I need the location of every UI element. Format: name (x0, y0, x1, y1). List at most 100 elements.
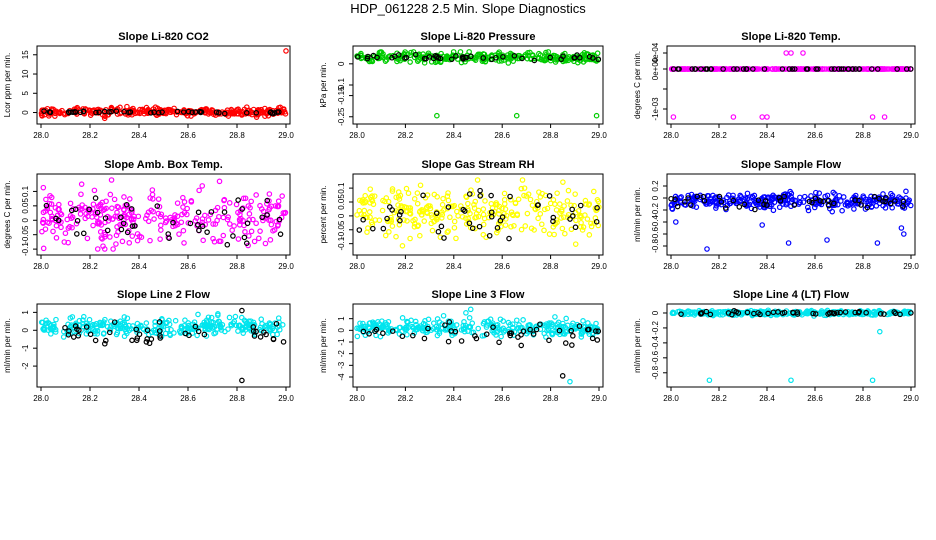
data-point (776, 194, 783, 201)
data-point (815, 66, 821, 72)
data-point (386, 204, 393, 210)
data-point (262, 240, 269, 247)
data-point (507, 330, 513, 337)
data-point (852, 66, 859, 72)
data-point (45, 327, 51, 333)
data-point (152, 322, 158, 329)
data-point (471, 56, 478, 62)
data-point (94, 209, 101, 216)
data-point (804, 204, 811, 211)
data-point (481, 319, 488, 325)
data-point (882, 198, 888, 205)
data-point (553, 207, 560, 213)
data-point (459, 54, 466, 60)
data-point (595, 328, 602, 334)
data-point (830, 200, 837, 207)
data-point (196, 227, 202, 234)
data-point (385, 54, 392, 60)
data-point (816, 190, 823, 196)
data-point (74, 217, 81, 224)
data-point (52, 113, 58, 119)
data-point (405, 190, 412, 197)
data-point (235, 209, 241, 216)
chart-title: Slope Line 4 (LT) Flow (733, 289, 849, 301)
data-point (593, 112, 600, 119)
data-point (546, 231, 553, 237)
data-point (445, 338, 452, 345)
data-point (253, 109, 260, 116)
data-point (407, 52, 414, 59)
data-point (124, 103, 130, 110)
y-tick-label: -0.25 (337, 107, 346, 126)
data-point (519, 177, 526, 183)
data-point (824, 237, 830, 243)
data-point (502, 206, 509, 212)
data-point (266, 206, 272, 213)
data-point (685, 195, 691, 201)
data-point (498, 333, 504, 340)
data-point (500, 329, 507, 335)
data-point (561, 203, 567, 209)
data-point (354, 333, 361, 340)
data-point (232, 313, 239, 320)
y-tick-label: 0e+00 (651, 57, 660, 80)
y-tick-label: 0.1 (337, 182, 346, 194)
data-point (458, 203, 464, 209)
data-point (221, 197, 227, 204)
data-point (588, 220, 594, 227)
y-tick-label: 0 (651, 310, 660, 315)
data-point (441, 235, 447, 241)
x-tick-label: 28.4 (446, 262, 462, 271)
data-point (445, 197, 452, 204)
data-point (439, 211, 446, 218)
data-point (61, 239, 68, 245)
data-point (164, 319, 170, 326)
data-point (113, 108, 120, 114)
data-point (701, 197, 708, 204)
data-point (267, 217, 274, 223)
data-point (567, 378, 573, 385)
data-point (675, 66, 681, 72)
data-point (66, 109, 72, 116)
y-tick-label: 0.05 (337, 194, 346, 210)
data-point (868, 66, 875, 72)
data-point (80, 313, 87, 320)
data-point (379, 53, 386, 59)
data-point (582, 197, 589, 204)
data-point (204, 229, 210, 235)
data-point (825, 202, 832, 209)
data-point (467, 210, 473, 217)
data-point (677, 195, 683, 201)
y-axis-label: ml/min per min. (633, 318, 642, 373)
data-point (68, 207, 75, 214)
data-point (82, 215, 89, 222)
chart-title: Slope Line 2 Flow (117, 289, 210, 301)
data-point (744, 309, 751, 316)
data-point (493, 54, 499, 61)
data-point (457, 49, 464, 55)
data-point (248, 198, 255, 205)
data-point (444, 193, 451, 199)
data-point (568, 327, 575, 334)
data-point (354, 54, 361, 60)
data-point (466, 315, 473, 321)
data-point (431, 191, 438, 198)
data-point (389, 188, 396, 194)
data-point (572, 191, 578, 197)
chart-panel-2: Slope Li-820 Pressure kPa per min. 28.0 28.… (319, 31, 607, 140)
data-point (874, 240, 881, 246)
y-tick-label: 0 (337, 61, 346, 66)
data-point (407, 235, 413, 242)
data-point (126, 240, 133, 246)
data-point (199, 223, 206, 230)
data-point (894, 66, 900, 72)
data-point (866, 66, 872, 72)
data-point (538, 221, 545, 228)
data-point (157, 213, 164, 220)
data-point (216, 109, 222, 116)
data-point (421, 218, 428, 224)
data-point (52, 329, 59, 335)
data-point (133, 326, 140, 333)
data-point (271, 327, 278, 334)
data-point (688, 202, 694, 208)
